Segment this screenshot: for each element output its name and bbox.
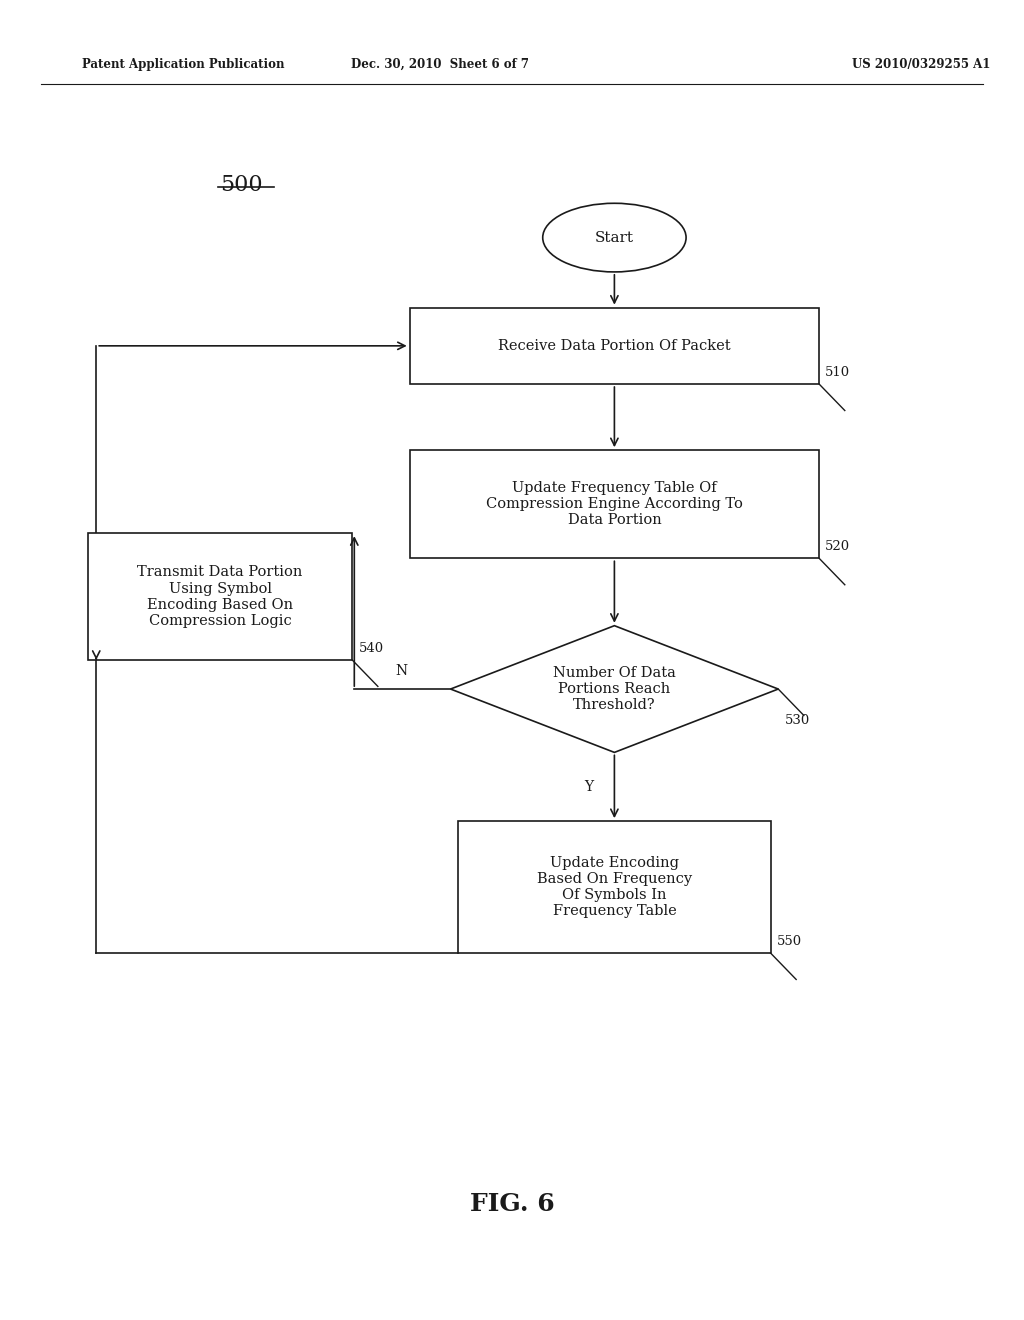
- Text: Receive Data Portion Of Packet: Receive Data Portion Of Packet: [498, 339, 731, 352]
- Text: 540: 540: [358, 642, 384, 655]
- FancyBboxPatch shape: [88, 533, 352, 660]
- FancyBboxPatch shape: [410, 308, 819, 384]
- Text: US 2010/0329255 A1: US 2010/0329255 A1: [852, 58, 991, 71]
- Text: FIG. 6: FIG. 6: [470, 1192, 554, 1216]
- Text: Update Encoding
Based On Frequency
Of Symbols In
Frequency Table: Update Encoding Based On Frequency Of Sy…: [537, 855, 692, 919]
- FancyBboxPatch shape: [410, 450, 819, 558]
- Text: Y: Y: [585, 780, 593, 793]
- Text: N: N: [395, 664, 408, 678]
- Text: 510: 510: [825, 366, 851, 379]
- Polygon shape: [451, 626, 778, 752]
- Text: Number Of Data
Portions Reach
Threshold?: Number Of Data Portions Reach Threshold?: [553, 665, 676, 713]
- Text: 500: 500: [220, 174, 263, 197]
- Text: 520: 520: [825, 540, 851, 553]
- FancyBboxPatch shape: [459, 821, 770, 953]
- Text: 530: 530: [784, 714, 810, 727]
- Text: 550: 550: [776, 935, 802, 948]
- Text: Update Frequency Table Of
Compression Engine According To
Data Portion: Update Frequency Table Of Compression En…: [486, 480, 742, 528]
- Ellipse shape: [543, 203, 686, 272]
- Text: Transmit Data Portion
Using Symbol
Encoding Based On
Compression Logic: Transmit Data Portion Using Symbol Encod…: [137, 565, 303, 628]
- Text: Dec. 30, 2010  Sheet 6 of 7: Dec. 30, 2010 Sheet 6 of 7: [351, 58, 529, 71]
- Text: Start: Start: [595, 231, 634, 244]
- Text: Patent Application Publication: Patent Application Publication: [82, 58, 285, 71]
